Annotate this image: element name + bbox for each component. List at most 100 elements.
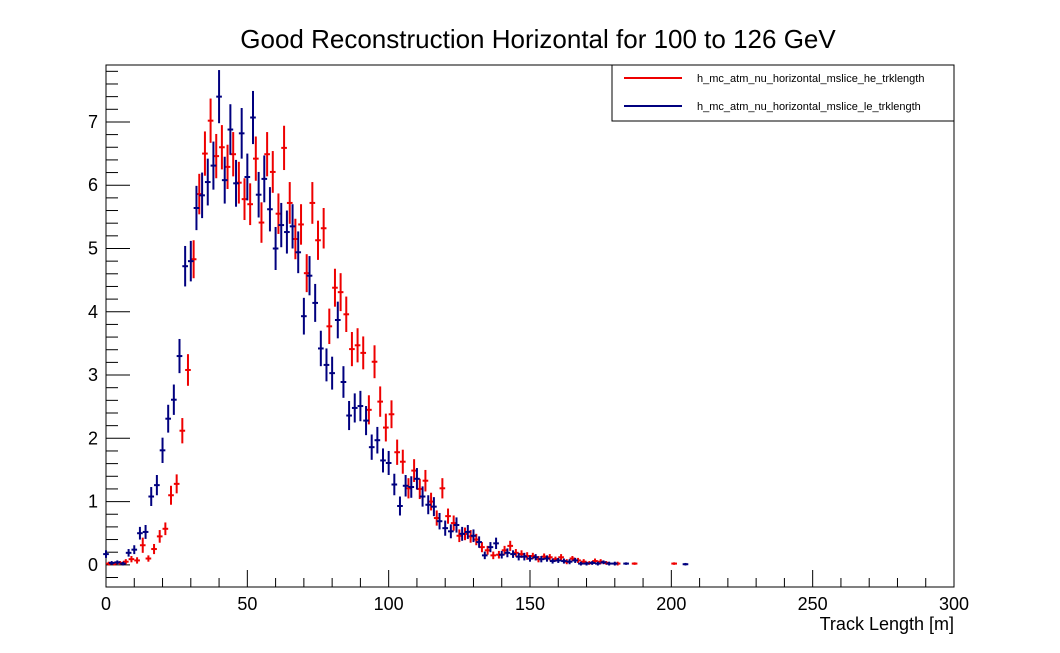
series-0 [106, 98, 677, 566]
data-point [600, 560, 607, 565]
data-point [148, 487, 155, 507]
data-point [286, 182, 293, 224]
y-tick-label: 2 [88, 428, 98, 448]
data-point [103, 550, 109, 558]
data-point [549, 558, 556, 564]
data-point [357, 390, 364, 422]
data-point [187, 240, 194, 282]
data-point [176, 338, 183, 374]
data-point [264, 132, 270, 177]
data-point [156, 530, 163, 543]
data-point [445, 508, 451, 524]
data-point [436, 512, 443, 530]
data-point [515, 552, 522, 561]
data-point [337, 273, 344, 312]
data-point [561, 558, 567, 564]
data-point [425, 495, 432, 515]
data-point [498, 550, 505, 559]
data-point [422, 469, 429, 492]
data-point [431, 497, 437, 517]
data-point [312, 283, 318, 322]
data-point [340, 366, 347, 398]
data-point [487, 542, 494, 553]
data-point [137, 526, 143, 540]
x-axis: 0 50 100 150 200 250 300 [101, 570, 969, 614]
data-point [490, 551, 497, 560]
x-tick-label: 0 [101, 594, 111, 614]
x-tick-label: 250 [798, 594, 828, 614]
data-point [448, 524, 454, 539]
x-tick-label: 150 [515, 594, 545, 614]
data-point [309, 182, 316, 224]
data-point [145, 555, 152, 562]
data-point [527, 555, 533, 562]
x-tick-label: 100 [374, 594, 404, 614]
data-point [204, 158, 211, 206]
data-point [631, 562, 638, 565]
data-point [323, 348, 330, 382]
legend-label: h_mc_atm_nu_horizontal_mslice_le_trkleng… [697, 101, 921, 113]
x-tick-label: 200 [656, 594, 686, 614]
data-point [507, 540, 514, 551]
y-tick-label: 4 [88, 302, 98, 322]
data-point [583, 561, 590, 566]
data-point [142, 524, 149, 539]
data-point [394, 439, 400, 465]
data-point [363, 406, 369, 436]
data-point [326, 308, 333, 345]
data-point [289, 204, 296, 249]
data-point [202, 131, 208, 176]
chart-title: Good Reconstruction Horizontal for 100 t… [240, 24, 836, 54]
y-tick-label: 5 [88, 238, 98, 258]
data-point [233, 159, 239, 207]
data-point [128, 555, 135, 563]
data-point [258, 202, 265, 243]
data-point [173, 474, 180, 494]
data-point [343, 296, 350, 333]
data-point [682, 562, 689, 566]
data-point [267, 187, 273, 232]
data-point [221, 156, 228, 204]
data-point [442, 520, 449, 536]
data-point [504, 548, 511, 558]
data-point [255, 171, 262, 218]
data-point [385, 450, 392, 476]
data-point [151, 543, 157, 555]
data-point [182, 245, 188, 287]
data-point [278, 202, 285, 248]
data-point [108, 561, 115, 565]
data-point [611, 561, 618, 566]
data-point [179, 418, 186, 444]
data-point [250, 90, 256, 145]
data-point [125, 549, 132, 557]
data-point [114, 560, 121, 565]
data-point [210, 141, 217, 190]
data-point [301, 297, 307, 335]
x-tick-label: 300 [939, 594, 969, 614]
data-point [162, 522, 169, 536]
y-tick-label: 6 [88, 175, 98, 195]
data-point [329, 356, 335, 390]
data-point [261, 155, 268, 203]
y-tick-label: 3 [88, 365, 98, 385]
data-point [510, 550, 516, 558]
data-point [315, 220, 321, 260]
data-point [439, 478, 446, 499]
data-point [572, 557, 579, 563]
data-point [623, 562, 629, 565]
legend: h_mc_atm_nu_horizontal_mslice_he_trkleng… [611, 64, 955, 122]
data-point [193, 185, 200, 231]
data-point [476, 536, 482, 548]
data-point [414, 468, 420, 490]
x-tick-label: 50 [237, 594, 257, 614]
y-axis: 0 1 2 3 4 5 6 7 [88, 70, 130, 579]
data-point [334, 301, 341, 339]
data-point [165, 404, 172, 433]
data-point [351, 393, 358, 423]
data-point [139, 537, 146, 553]
series-1 [103, 70, 689, 566]
y-tick-label: 1 [88, 492, 98, 512]
data-point [589, 561, 596, 565]
data-point [538, 555, 545, 563]
